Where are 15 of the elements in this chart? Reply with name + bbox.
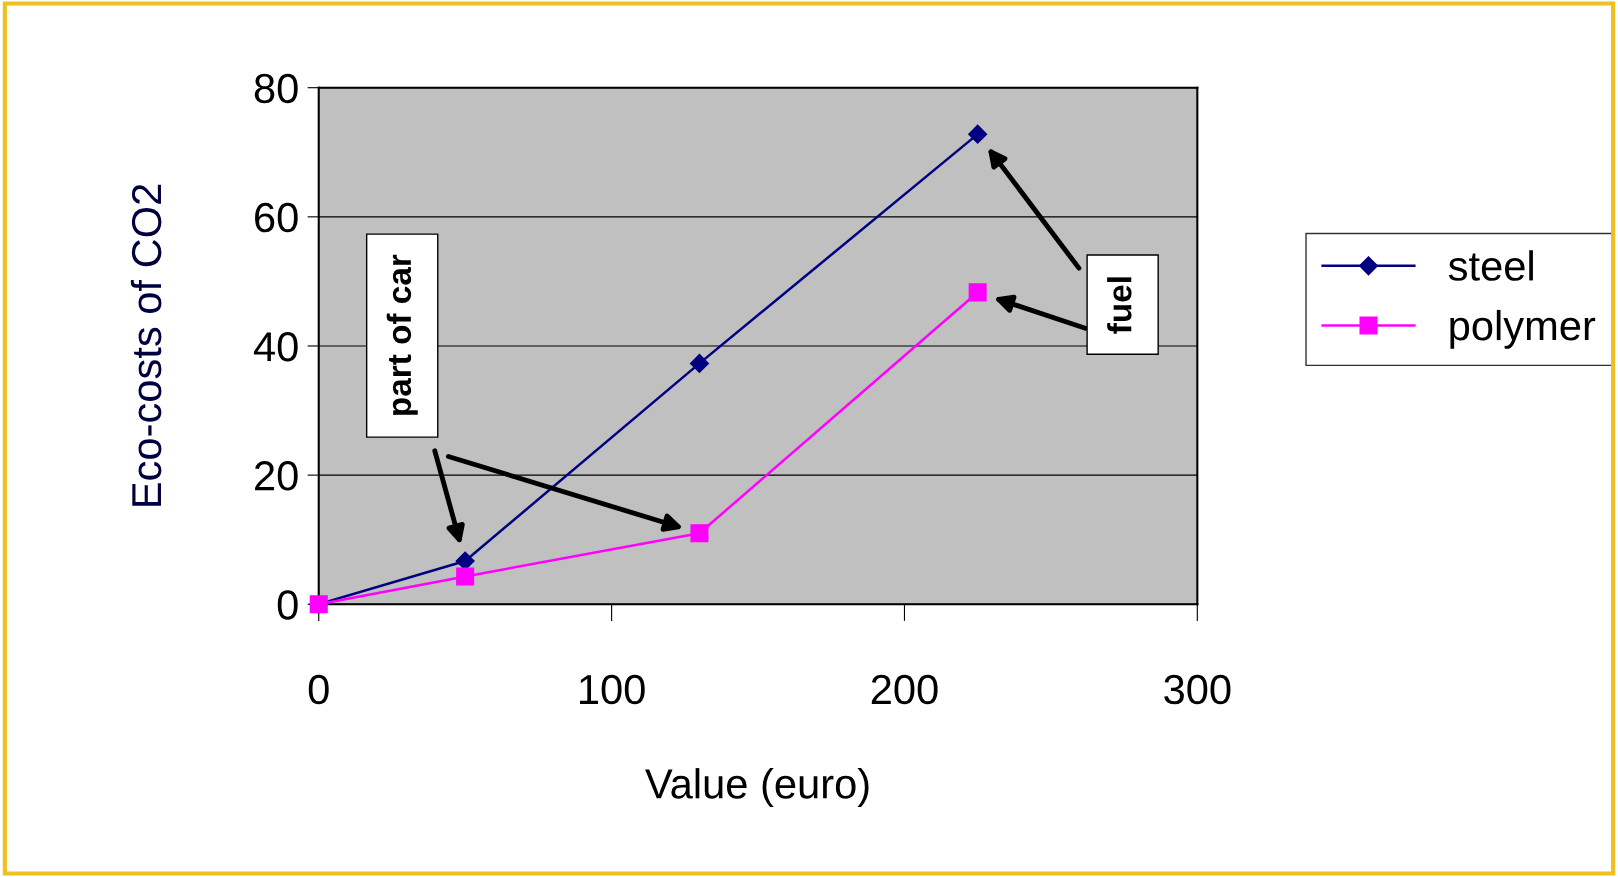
legend-label: steel (1448, 250, 1533, 281)
x-tick-label: 200 (871, 674, 938, 705)
y-tick-label: 80 (254, 73, 298, 104)
annotation: part of car (386, 254, 418, 415)
annotation: fuel (1107, 277, 1132, 334)
y-tick-label: 0 (277, 590, 298, 620)
y-tick-label: 60 (255, 202, 298, 233)
y-tick-label: 20 (255, 461, 298, 491)
x-tick-label: 300 (1164, 674, 1231, 705)
legend-label: polymer (1450, 309, 1596, 349)
y-axis-title: Eco-costs of CO2 (130, 184, 162, 506)
y-tick-label: 40 (253, 331, 298, 362)
x-tick-label: 100 (580, 674, 645, 705)
x-tick-label: 0 (308, 674, 329, 705)
x-axis-title: Value (euro) (645, 768, 869, 807)
